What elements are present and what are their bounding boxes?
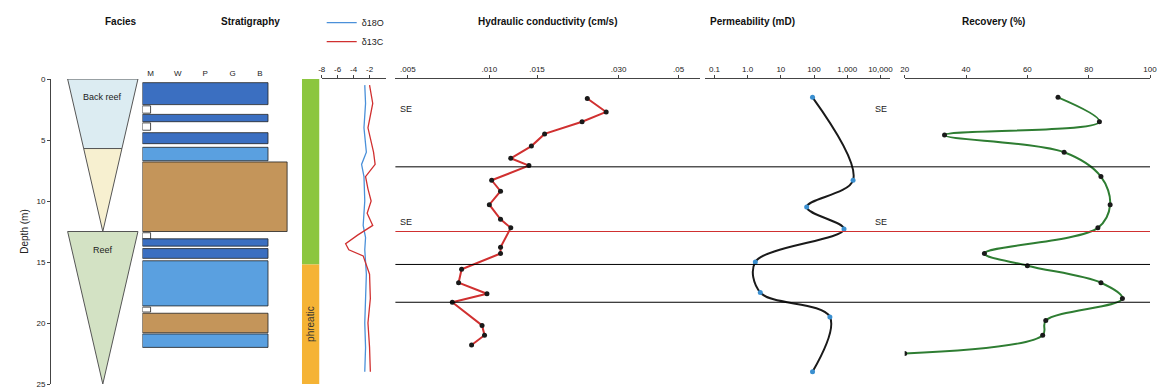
- svg-text:SE: SE: [400, 104, 412, 114]
- svg-text:40: 40: [962, 65, 971, 74]
- svg-text:-4: -4: [350, 65, 358, 74]
- svg-text:Hydraulic conductivity (cm/s): Hydraulic conductivity (cm/s): [478, 16, 617, 27]
- svg-text:B: B: [257, 69, 262, 78]
- svg-text:10: 10: [36, 197, 45, 206]
- svg-text:Stratigraphy: Stratigraphy: [221, 16, 280, 27]
- svg-text:.05: .05: [673, 65, 685, 74]
- svg-text:.030: .030: [611, 65, 627, 74]
- svg-text:-6: -6: [334, 65, 342, 74]
- svg-text:Depth (m): Depth (m): [19, 209, 30, 253]
- svg-text:10: 10: [776, 65, 785, 74]
- svg-text:100: 100: [807, 65, 821, 74]
- svg-text:10,000: 10,000: [868, 65, 893, 74]
- svg-text:80: 80: [1084, 65, 1093, 74]
- svg-text:60: 60: [1023, 65, 1032, 74]
- svg-text:1,000: 1,000: [837, 65, 858, 74]
- svg-text:Permeability (mD): Permeability (mD): [710, 16, 795, 27]
- svg-text:.005: .005: [400, 65, 416, 74]
- svg-text:SE: SE: [400, 217, 412, 227]
- svg-text:5: 5: [41, 136, 46, 145]
- svg-text:SE: SE: [875, 104, 887, 114]
- svg-text:G: G: [229, 69, 235, 78]
- svg-text:20: 20: [900, 65, 909, 74]
- svg-text:Reef: Reef: [93, 245, 113, 255]
- svg-text:20: 20: [36, 319, 45, 328]
- svg-text:.010: .010: [482, 65, 498, 74]
- svg-text:Back reef: Back reef: [83, 92, 122, 102]
- svg-text:δ13C: δ13C: [362, 37, 384, 47]
- svg-text:SE: SE: [875, 217, 887, 227]
- svg-text:25: 25: [36, 380, 45, 389]
- svg-text:1.0: 1.0: [742, 65, 754, 74]
- svg-text:δ18O: δ18O: [362, 18, 384, 28]
- svg-text:0: 0: [41, 75, 46, 84]
- svg-text:15: 15: [36, 258, 45, 267]
- svg-text:phreatic: phreatic: [305, 306, 316, 342]
- svg-text:.015: .015: [529, 65, 545, 74]
- svg-text:W: W: [174, 69, 182, 78]
- svg-text:-2: -2: [366, 65, 374, 74]
- svg-text:-8: -8: [318, 65, 326, 74]
- svg-text:0.1: 0.1: [709, 65, 721, 74]
- svg-text:M: M: [147, 69, 154, 78]
- svg-text:Facies: Facies: [105, 16, 137, 27]
- svg-text:100: 100: [1143, 65, 1157, 74]
- svg-text:P: P: [203, 69, 208, 78]
- svg-text:Recovery (%): Recovery (%): [962, 16, 1025, 27]
